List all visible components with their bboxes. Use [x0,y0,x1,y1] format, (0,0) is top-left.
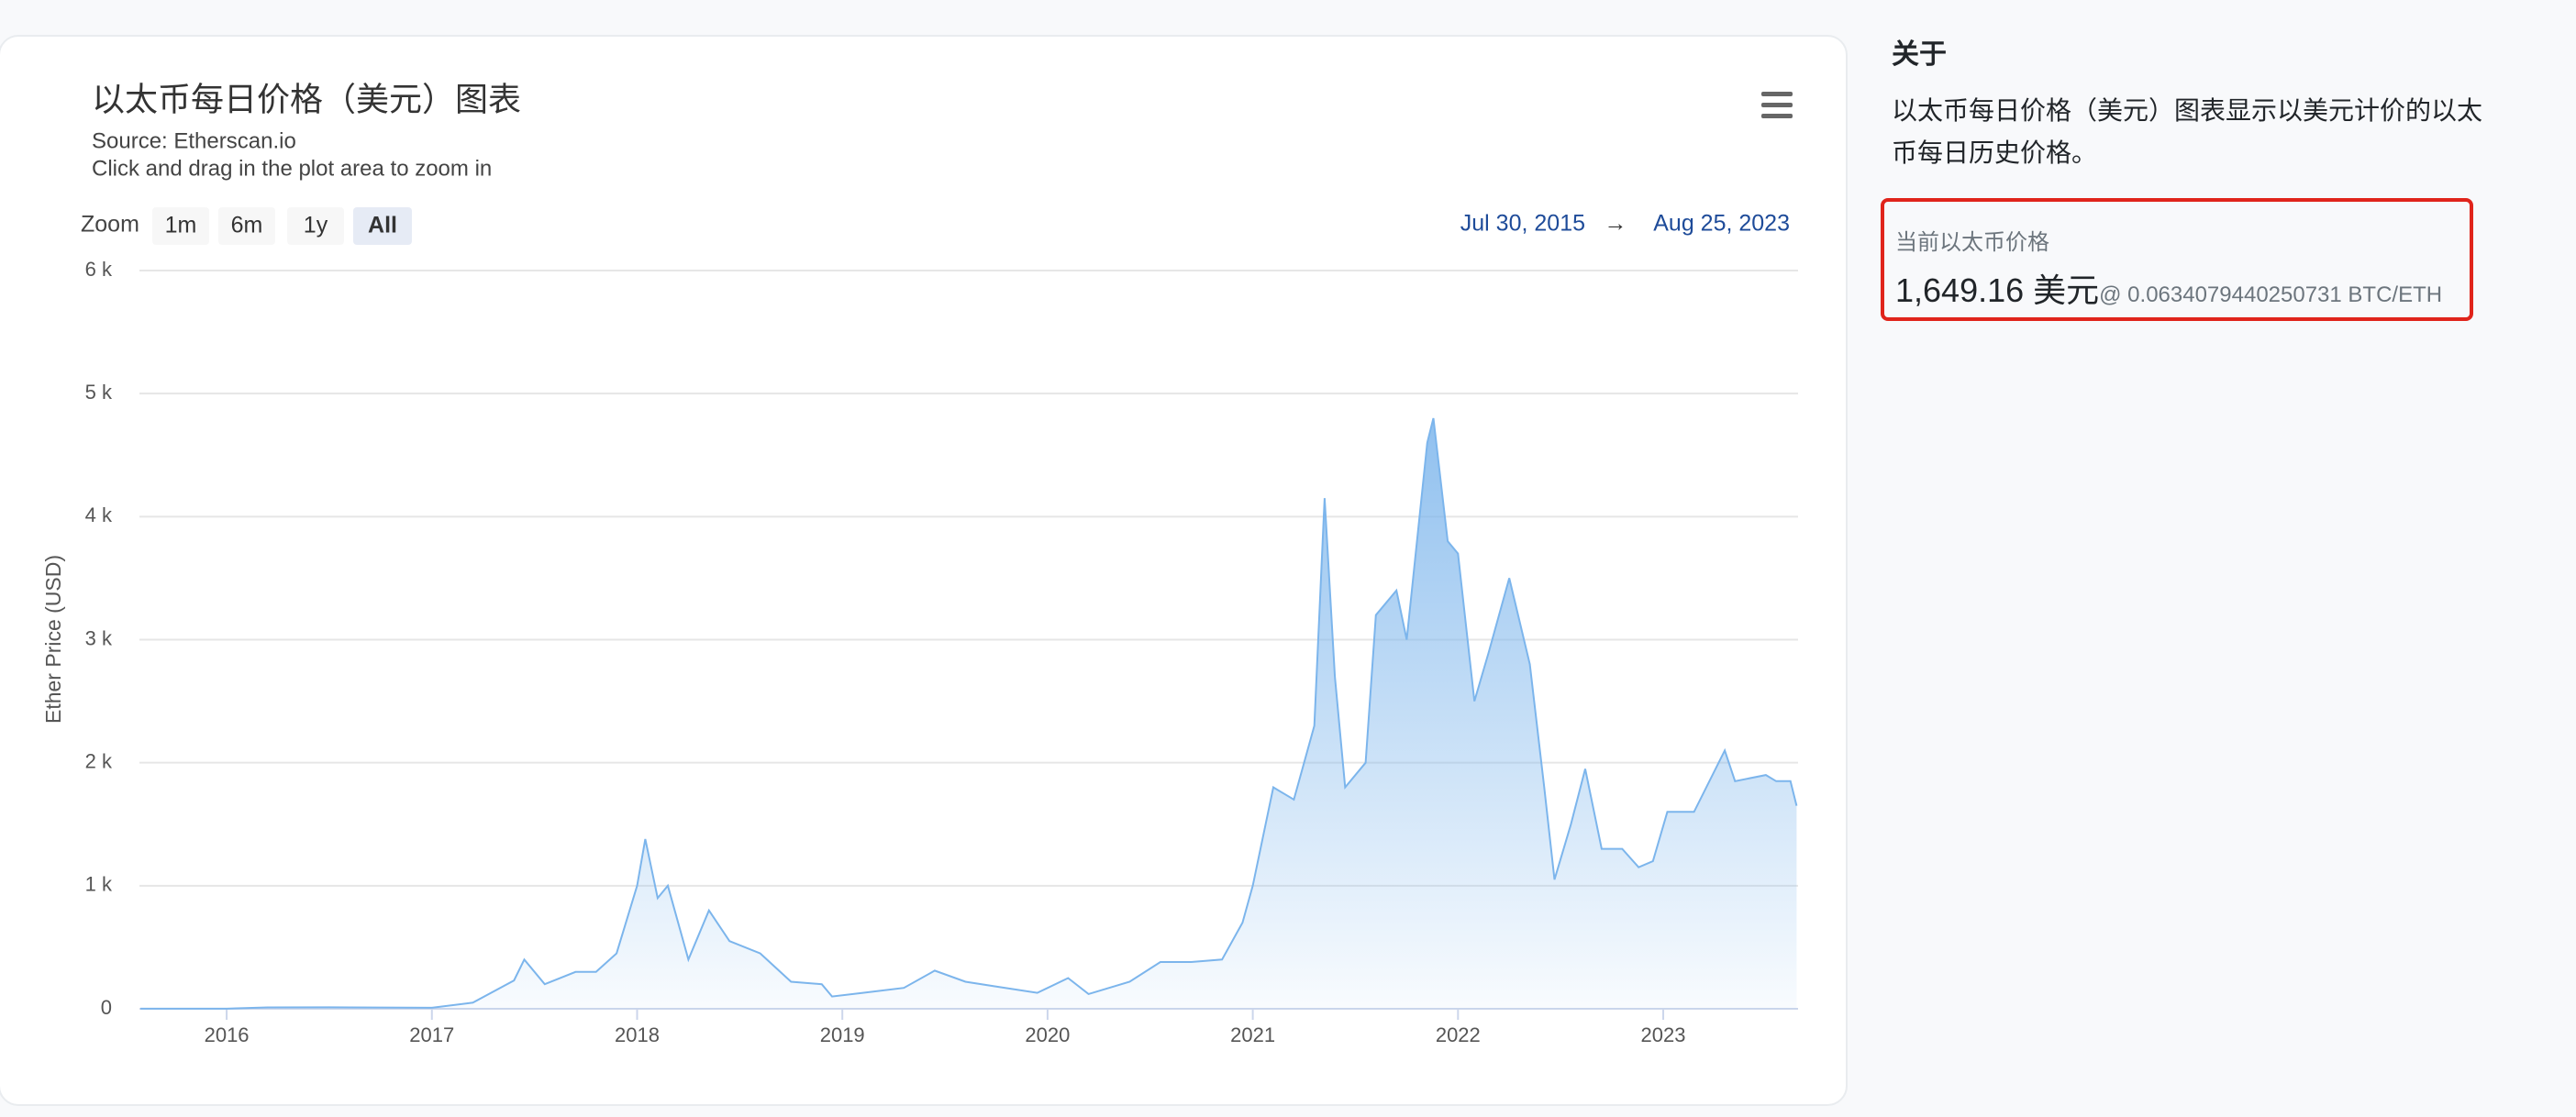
zoom-button[interactable]: All [353,207,412,245]
price-line [140,417,1798,1010]
price-box: 当前以太币价格 1,649.16 美元@ 0.0634079440250731 … [1881,198,2473,321]
zoom-button-label: All [368,213,397,238]
x-tick-label: 2023 [1641,1023,1686,1046]
range-from: Jul 30, 2015 [1460,211,1585,237]
zoom-button-label: 1m [165,213,197,238]
chart: 以太币每日价格（美元）图表 Source: Etherscan.io Click… [41,81,1798,1046]
y-axis-label: Ether Price (USD) [41,555,65,724]
x-tick-label: 2018 [615,1023,660,1046]
zoom-button-bg [287,207,344,245]
zoom-button[interactable]: 1y [287,207,344,245]
price-label: 当前以太币价格 [1895,230,2049,255]
sidebar: 关于 以太币每日价格（美元）图表显示以美元计价的以太币每日历史价格。 [1892,31,2497,174]
zoom-button[interactable]: 1m [152,207,209,245]
y-tick-label: 1 k [85,873,113,896]
menu-icon[interactable] [1761,92,1793,118]
price-line: 1,649.16 美元@ 0.0634079440250731 BTC/ETH [1895,264,2442,312]
chart-title: 以太币每日价格（美元）图表 [92,81,521,118]
y-tick-label: 4 k [85,503,113,526]
zoom-button-bg [218,207,275,245]
zoom-button-bg [152,207,209,245]
y-tick-label: 2 k [85,749,113,772]
y-tick-label: 5 k [85,381,113,404]
source: Source: Etherscan.io [92,128,296,153]
y-tick-label: 0 [101,996,112,1019]
x-tick-label: 2016 [205,1023,250,1046]
x-tick-label: 2021 [1230,1023,1275,1046]
y-tick-label: 6 k [85,258,113,281]
zoom-label: Zoom [81,212,139,238]
x-tick-label: 2019 [820,1023,865,1046]
range-arrow: → [1604,211,1627,237]
price: 1,649.16 美元 [1895,271,2100,309]
area-fill [140,418,1797,1009]
zoom-button[interactable]: 6m [218,207,275,245]
sidebar-heading: 关于 [1892,39,1947,70]
x-tick-label: 2017 [409,1023,454,1046]
zoom-button-label: 1y [304,213,328,238]
zoom-button-bg [353,207,412,245]
x-tick-label: 2022 [1436,1023,1481,1046]
sidebar-description: 以太币每日价格（美元）图表显示以美元计价的以太币每日历史价格。 [1892,96,2483,167]
x-tick-label: 2020 [1025,1023,1070,1046]
subtitle: Click and drag in the plot area to zoom … [92,156,492,181]
y-tick-label: 3 k [85,626,113,649]
zoom-button-label: 6m [231,213,263,238]
range-to: Aug 25, 2023 [1653,211,1790,237]
btc-rate: @ 0.0634079440250731 BTC/ETH [2099,282,2443,307]
